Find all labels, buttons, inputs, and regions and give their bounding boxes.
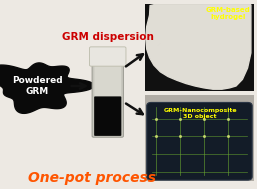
FancyBboxPatch shape — [145, 94, 254, 181]
Polygon shape — [146, 5, 251, 89]
Text: GRM dispersion: GRM dispersion — [62, 32, 154, 42]
FancyBboxPatch shape — [89, 47, 126, 66]
FancyBboxPatch shape — [94, 66, 121, 97]
Polygon shape — [0, 63, 94, 113]
Text: GRM-based
hydrogel: GRM-based hydrogel — [206, 7, 251, 20]
Text: One-pot process: One-pot process — [28, 171, 156, 185]
FancyBboxPatch shape — [94, 96, 121, 136]
Text: Powdered
GRM: Powdered GRM — [12, 76, 62, 96]
FancyBboxPatch shape — [92, 63, 123, 137]
Text: GRM-Nanocomposite
3D object: GRM-Nanocomposite 3D object — [163, 108, 237, 119]
FancyBboxPatch shape — [145, 4, 254, 91]
FancyBboxPatch shape — [147, 102, 252, 180]
